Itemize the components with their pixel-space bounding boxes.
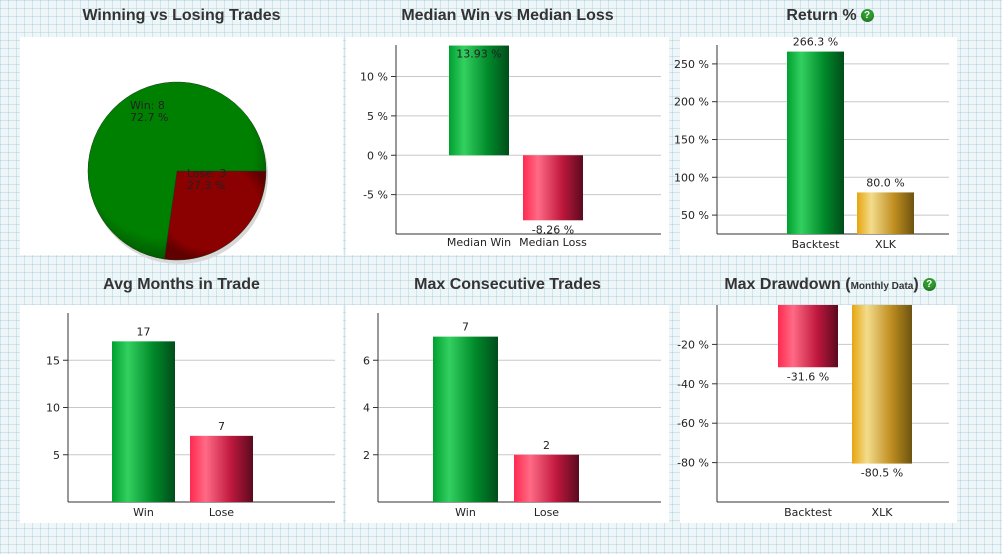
- max-drawdown-chart-title: Max Drawdown (Monthly Data)?: [680, 276, 980, 294]
- y-tick-label: 4: [363, 402, 370, 415]
- y-tick-label: 10 %: [360, 71, 388, 84]
- bar: [190, 435, 253, 502]
- bar-value-label: 17: [137, 325, 151, 338]
- pie-slice: [87, 81, 267, 260]
- bar-value-label: -80.5 %: [861, 467, 903, 480]
- y-tick-label: 200 %: [674, 96, 709, 109]
- pie-chart-title-text: Winning vs Losing Trades: [82, 7, 281, 24]
- y-tick-label: -60 %: [677, 417, 709, 430]
- bar: [778, 305, 838, 368]
- bar-value-label: -8.26 %: [532, 223, 574, 236]
- pie-chart: Win: 872.7 % Lose: 327.3 %: [87, 81, 268, 264]
- x-tick-label: Lose: [534, 506, 559, 519]
- median-chart-title-text: Median Win vs Median Loss: [401, 7, 614, 24]
- bar-value-label: 7: [462, 321, 469, 334]
- y-tick-label: 5 %: [367, 110, 388, 123]
- x-tick-label: Median Loss: [519, 236, 587, 249]
- y-tick-label: 100 %: [674, 171, 709, 184]
- bar-value-label: 13.93 %: [456, 48, 501, 61]
- bar: [523, 155, 583, 221]
- x-tick-label: Win: [455, 506, 476, 519]
- max-drawdown-chart-title-text: Max Drawdown (: [724, 276, 851, 293]
- max-drawdown-close-paren: ): [913, 276, 919, 293]
- avg-months-chart-panel: 15 10 5 17 Win 7 Lose: [20, 305, 343, 523]
- y-tick-label: 6: [363, 354, 370, 367]
- return-chart-title-text: Return %: [786, 7, 857, 24]
- x-tick-label: Lose: [209, 506, 234, 519]
- y-tick-label: 0 %: [367, 149, 388, 162]
- return-bar-chart: 250 % 200 % 150 % 100 % 50 % 266.3 % Backtest 8…: [674, 36, 949, 251]
- return-chart-panel: 250 % 200 % 150 % 100 % 50 % 266.3 % Backtest 8…: [674, 36, 957, 255]
- y-tick-label: -80 %: [677, 457, 709, 470]
- median-chart-title: Median Win vs Median Loss: [346, 7, 669, 25]
- pie-slice: [164, 170, 267, 261]
- y-tick-label: -40 %: [677, 378, 709, 391]
- avg-months-bar-chart: 15 10 5 17 Win 7 Lose: [46, 313, 335, 519]
- y-tick-label: 250 %: [674, 58, 709, 71]
- x-tick-label: Win: [133, 506, 154, 519]
- avg-months-chart-title: Avg Months in Trade: [20, 276, 343, 294]
- x-tick-label: XLK: [875, 238, 897, 251]
- x-tick-label: Backtest: [792, 238, 841, 251]
- return-chart-title: Return %?: [680, 7, 980, 25]
- x-tick-label: Backtest: [784, 506, 833, 519]
- x-tick-label: Median Win: [447, 236, 511, 249]
- pie-slice-label: Lose: 3: [187, 167, 226, 180]
- max-consecutive-bar-chart: 6 4 2 7 Win 2 Lose: [363, 313, 661, 519]
- bar-value-label: 266.3 %: [793, 36, 838, 49]
- bar: [514, 454, 579, 502]
- bar-value-label: -31.6 %: [787, 370, 829, 383]
- pie-slice-percent: 72.7 %: [130, 111, 168, 124]
- max-drawdown-subtitle: Monthly Data: [850, 281, 914, 292]
- bar: [433, 336, 498, 502]
- y-tick-label: 5: [53, 449, 60, 462]
- y-tick-label: 150 %: [674, 134, 709, 147]
- median-bar-chart: 10 % 5 % 0 % -5 % 13.93 % Median Win -8.26 %Me…: [360, 45, 661, 249]
- y-tick-label: 10: [46, 402, 60, 415]
- max-consecutive-chart-title: Max Consecutive Trades: [346, 276, 669, 294]
- avg-months-chart-title-text: Avg Months in Trade: [103, 276, 260, 293]
- max-drawdown-bar-chart: -20 % -40 % -60 % -80 % -31.6 % Backtest -80.5…: [677, 305, 949, 519]
- bar-value-label: 80.0 %: [866, 176, 904, 189]
- y-tick-label: -5 %: [363, 189, 388, 202]
- bar: [787, 51, 844, 234]
- median-chart-panel: 10 % 5 % 0 % -5 % 13.93 % Median Win -8.26 % Me…: [346, 37, 669, 255]
- bar: [449, 45, 509, 156]
- bar: [857, 192, 914, 234]
- bar: [112, 341, 175, 502]
- bar-value-label: 7: [218, 420, 225, 433]
- bar-value-label: 2: [543, 439, 550, 452]
- bar: [852, 305, 912, 464]
- max-drawdown-chart-panel: -20 % -40 % -60 % -80 % -31.6 % Backtest -80.5…: [677, 305, 957, 523]
- y-tick-label: -20 %: [677, 338, 709, 351]
- max-consecutive-chart-title-text: Max Consecutive Trades: [414, 276, 601, 293]
- y-tick-label: 50 %: [681, 209, 709, 222]
- max-consecutive-chart-panel: 6 4 2 7 Win 2 Lose: [346, 305, 669, 523]
- y-tick-label: 15: [46, 354, 60, 367]
- pie-chart-title: Winning vs Losing Trades: [20, 7, 343, 25]
- help-icon[interactable]: ?: [922, 278, 936, 291]
- x-tick-label: XLK: [872, 506, 894, 519]
- y-tick-label: 2: [363, 449, 370, 462]
- help-icon[interactable]: ?: [860, 9, 874, 22]
- pie-slice-label: Win: 8: [130, 99, 165, 112]
- pie-slice-percent: 27.3 %: [187, 179, 225, 192]
- pie-chart-panel: Win: 8 72.7 % Lose: 3 27.3 %: [20, 37, 343, 264]
